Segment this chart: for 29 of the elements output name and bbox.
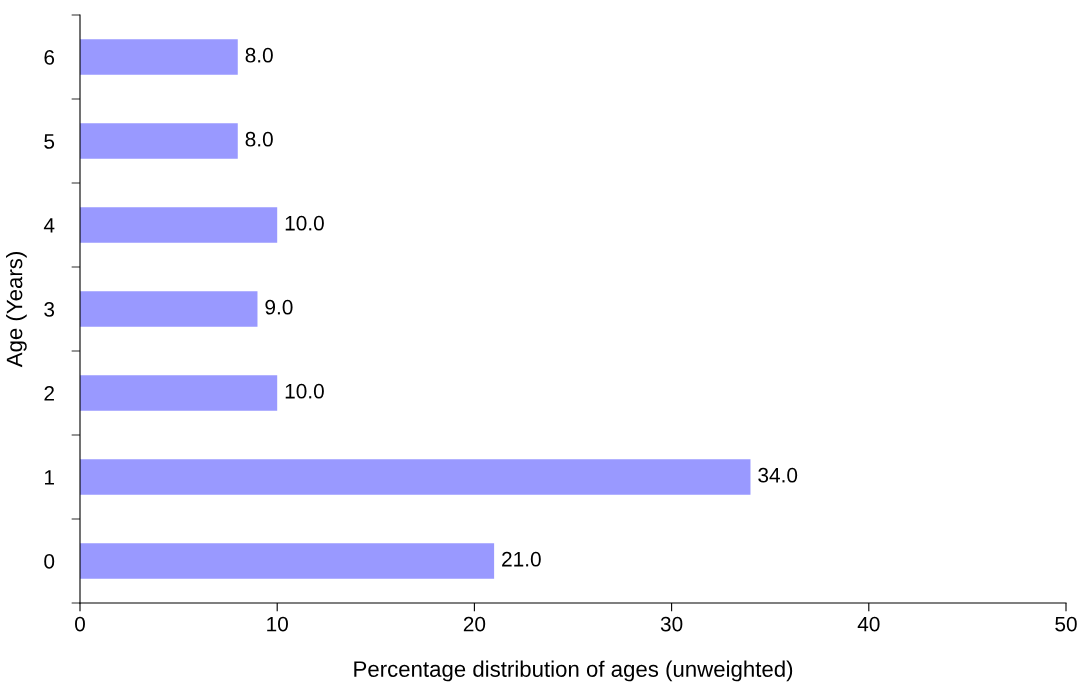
x-tick-label: 10 (267, 616, 288, 632)
x-tick-label: 30 (660, 616, 683, 632)
data-label: 8.0 (245, 131, 273, 147)
x-tick-label: 40 (857, 616, 880, 632)
data-label: 10.0 (285, 383, 324, 399)
y-axis-title: Age (Years) (6, 252, 27, 368)
data-label: 34.0 (758, 467, 798, 483)
x-tick-label: 20 (463, 616, 486, 632)
bar (80, 39, 238, 75)
y-tick-label: 2 (44, 386, 54, 401)
y-tick-label: 6 (44, 50, 55, 65)
bar (80, 123, 238, 159)
data-label: 8.0 (245, 47, 273, 63)
data-label: 10.0 (285, 215, 324, 231)
bar (80, 543, 495, 579)
y-tick-label: 0 (44, 554, 55, 569)
y-tick-label: 5 (44, 134, 55, 149)
data-label: 9.0 (265, 299, 293, 315)
data-label: 21.0 (502, 551, 541, 567)
bar (80, 291, 258, 327)
x-tick-label: 50 (1055, 616, 1077, 632)
y-tick-label: 3 (44, 302, 55, 317)
x-axis-title: Percentage distribution of ages (unweighted) (354, 660, 793, 682)
bar (80, 375, 278, 411)
x-tick-label: 0 (75, 616, 85, 632)
bar (80, 459, 751, 495)
y-tick-label: 1 (45, 470, 54, 485)
bar (80, 207, 278, 243)
y-tick-label: 4 (43, 218, 55, 233)
